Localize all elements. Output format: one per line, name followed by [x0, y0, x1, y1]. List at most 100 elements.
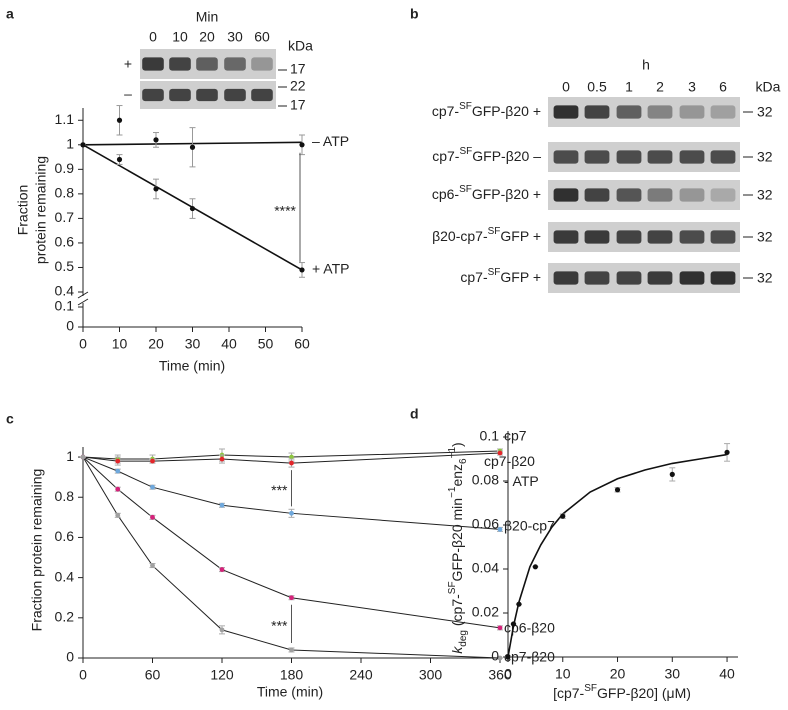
series-line: [82, 456, 501, 530]
y-tick-label: 0.08: [472, 472, 499, 488]
point: [115, 468, 121, 474]
point: [497, 526, 503, 532]
x-tick-label: 0: [504, 666, 512, 682]
point: [150, 563, 155, 568]
x-tick-label: 40: [221, 336, 237, 352]
gel-band: [142, 88, 164, 102]
x-axis-label: Time (min): [257, 684, 323, 700]
gel-band: [169, 57, 191, 71]
unit-label: kDa: [756, 79, 781, 95]
text-part: cp7-: [432, 103, 460, 119]
point: [497, 450, 503, 456]
time-unit: h: [642, 57, 650, 73]
gel-strip: [548, 142, 740, 172]
gel-band: [584, 150, 610, 164]
label-line: cp7-β20: [484, 453, 535, 469]
row-label: –: [124, 86, 132, 102]
y-tick-label: 0: [491, 648, 499, 664]
y-tick-label: 1: [66, 136, 74, 152]
point: [497, 625, 503, 631]
text-part: SF: [459, 146, 472, 157]
gel-band: [679, 150, 705, 164]
gel-band: [251, 57, 273, 71]
point: [289, 454, 294, 460]
x-tick-label: 60: [145, 667, 161, 683]
text-part: GFP-β20] (μM): [597, 685, 691, 701]
lane-label: 2: [656, 79, 664, 95]
text-part: SF: [584, 683, 597, 694]
point: [299, 142, 305, 148]
gel-band: [584, 271, 610, 285]
gel-band: [224, 88, 246, 102]
annotation: ***: [271, 482, 288, 498]
text-part: SF: [488, 226, 501, 237]
lane-label: 6: [719, 79, 727, 95]
y-tick-label: 0.9: [55, 160, 75, 176]
point: [289, 595, 294, 601]
point: [669, 471, 675, 477]
series-line: [82, 452, 501, 464]
point: [116, 117, 123, 123]
gel-strip: [548, 180, 740, 210]
gel-band: [553, 150, 579, 164]
text-part: SF: [447, 581, 458, 594]
gel-strip: [548, 97, 740, 127]
gel-band: [584, 105, 610, 119]
point: [219, 502, 225, 508]
point: [115, 486, 121, 492]
gel-band: [710, 150, 736, 164]
gel-band: [679, 188, 705, 202]
y-tick-label: 0.1: [480, 428, 500, 444]
point: [289, 647, 294, 653]
y-tick-label: 0.6: [55, 528, 75, 544]
gel-band: [584, 230, 610, 244]
annotation: ***: [271, 618, 288, 634]
gel-band: [679, 105, 705, 119]
text-part: SF: [459, 184, 472, 195]
lane-label: 1: [625, 79, 633, 95]
y-tick-label: 0: [66, 318, 74, 334]
inset-title: Min: [196, 9, 219, 25]
point: [299, 267, 305, 273]
marker-label: 22: [290, 78, 306, 94]
gel-band: [679, 230, 705, 244]
text-part: ): [449, 442, 465, 447]
y-tick-label: 0.4: [55, 283, 75, 299]
point: [115, 512, 121, 518]
y-tick-label: 0.6: [55, 234, 75, 250]
point: [219, 567, 225, 572]
lane-label: 3: [688, 79, 696, 95]
text-part: GFP-β20 min: [449, 498, 465, 582]
unit-label: kDa: [288, 38, 313, 54]
gel-band: [710, 105, 736, 119]
text-part: SF: [459, 101, 472, 112]
point: [289, 460, 294, 466]
row-label: cp7-SFGFP-β20 +: [432, 101, 541, 119]
text-part: cp6-: [432, 186, 460, 202]
gel-band: [553, 105, 579, 119]
x-tick-label: 30: [664, 666, 680, 682]
point: [150, 484, 155, 490]
gel-band: [616, 150, 642, 164]
gel-band: [553, 271, 579, 285]
gel-band: [710, 271, 736, 285]
gel-band: [710, 230, 736, 244]
point: [516, 601, 522, 607]
series-label: cp6-β20: [504, 620, 555, 636]
lane-label: 20: [199, 29, 215, 45]
row-label: +: [124, 56, 132, 72]
x-axis-label: [cp7-SFGFP-β20] (μM): [553, 683, 691, 701]
point: [189, 144, 196, 150]
point: [153, 186, 159, 192]
gel-strip: [548, 263, 740, 293]
gel-band: [251, 88, 273, 102]
series-label: + ATP: [312, 261, 349, 277]
text-part: GFP +: [500, 269, 541, 285]
label-line: - ATP: [504, 473, 539, 489]
point: [532, 564, 538, 570]
x-tick-label: 40: [719, 666, 735, 682]
annotation: ****: [274, 203, 296, 219]
marker-label: 32: [757, 270, 773, 286]
x-tick-label: 60: [294, 336, 310, 352]
